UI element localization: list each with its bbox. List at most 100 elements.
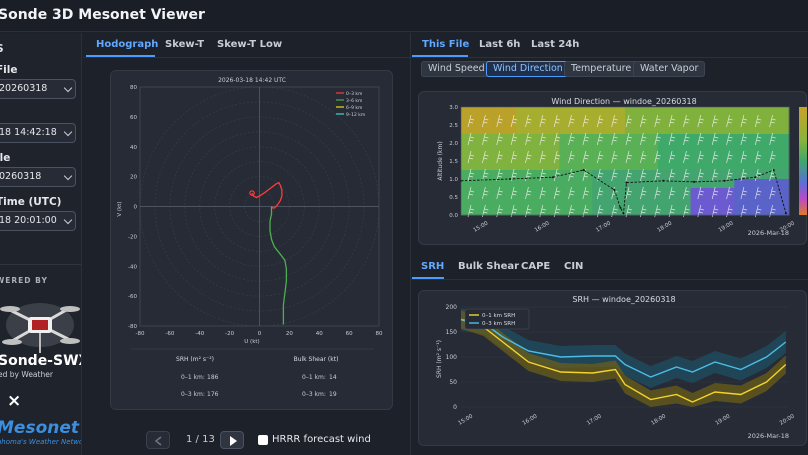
srh-03-value: 176 (207, 391, 219, 398)
wind-barb (525, 150, 532, 164)
heatmap-cell (526, 107, 539, 117)
heatmap-cell (537, 152, 549, 162)
tab-last-6h[interactable]: Last 6h (479, 39, 521, 50)
heatmap-cell (767, 197, 779, 207)
wind-barb (740, 150, 747, 164)
heatmap-cell (778, 143, 790, 153)
wind-barb (568, 132, 575, 146)
wind-barb (553, 186, 561, 200)
heatmap-cell (471, 134, 484, 144)
wind-barb (539, 168, 546, 182)
wind-barb (596, 150, 604, 164)
heatmap-cell (504, 170, 517, 180)
heatmap-cell (504, 125, 517, 135)
heatmap-cell (559, 206, 571, 216)
tab-bulk-shear[interactable]: Bulk Shear (458, 261, 520, 272)
legend-label: 0–3 km (346, 91, 362, 97)
wind-barb (726, 114, 733, 128)
x-tick-label: 16:00 (522, 413, 539, 426)
compare-file-label: ile (0, 152, 11, 164)
tab-skew-t[interactable]: Skew-T (165, 39, 205, 50)
heatmap-cell (646, 188, 659, 198)
heatmap-cell (526, 161, 539, 171)
wind-barb (754, 186, 762, 200)
x-tick-label: 40 (316, 331, 323, 337)
tab-srh-underline (412, 277, 444, 279)
prev-frame-button[interactable] (146, 431, 170, 449)
wind-barb (467, 150, 475, 164)
heatmap-cell (679, 116, 692, 126)
heatmap-cell (679, 179, 692, 189)
powered-by-label: WERED BY (0, 276, 48, 285)
heatmap-cell (767, 116, 779, 126)
srh-uncertainty-band (461, 308, 786, 388)
heatmap-cell (723, 179, 735, 189)
hodograph-line (269, 206, 288, 325)
wind-barb (625, 150, 633, 164)
sidebar: S File 20260318 ) 18 14:42:18 ile 026031… (0, 33, 82, 455)
heatmap-cell (515, 143, 528, 153)
tab-skew-t-low[interactable]: Skew-T Low (217, 39, 283, 50)
tab-last-24h[interactable]: Last 24h (531, 39, 580, 50)
compare-time-value: 18 20:01:00 (0, 215, 57, 226)
chip-temperature[interactable]: Temperature (564, 61, 639, 77)
tab-cape[interactable]: CAPE (521, 261, 551, 272)
heatmap-cell (493, 188, 506, 198)
heatmap-cell (625, 152, 637, 162)
compare-time-select[interactable]: 18 20:01:00 (0, 211, 76, 231)
wind-barb (568, 186, 575, 200)
time-select[interactable]: 18 14:42:18 (0, 123, 76, 143)
compare-file-select[interactable]: 0260318 (0, 167, 76, 187)
heatmap-cell (701, 143, 713, 153)
shear-03-label: 0–3 km: (302, 391, 326, 398)
hrrr-checkbox[interactable] (258, 435, 268, 445)
tab-srh[interactable]: SRH (421, 261, 445, 272)
heatmap-cell (690, 197, 703, 207)
wind-barb (510, 150, 518, 164)
y-tick-label: 0.5 (449, 195, 458, 201)
heatmap-cell (493, 125, 506, 135)
wind-barb (640, 114, 647, 128)
heatmap-cell (745, 152, 757, 162)
heatmap-cell (504, 188, 517, 198)
chip-wind-speed[interactable]: Wind Speed (421, 61, 492, 77)
file-select[interactable]: 20260318 (0, 79, 76, 99)
y-tick-label: -40 (128, 264, 137, 270)
wind-barb (640, 150, 647, 164)
y-tick-label: 3.0 (449, 105, 458, 111)
x-tick-label: 17:00 (586, 413, 603, 426)
heatmap-cell (570, 197, 582, 207)
heatmap-cell (690, 125, 703, 135)
heatmap-cell (723, 206, 735, 216)
heatmap-cell (712, 188, 724, 198)
heatmap-cell (537, 143, 549, 153)
heatmap-cell (734, 143, 746, 153)
heatmap-cell (614, 170, 626, 180)
tab-cin[interactable]: CIN (564, 261, 584, 272)
heatmap-cell (635, 125, 648, 135)
wind-barb (740, 114, 747, 128)
heatmap-cell (734, 134, 746, 144)
y-tick-label: 2.0 (449, 141, 458, 147)
heatmap-cell (515, 134, 528, 144)
heatmap-cell (581, 125, 593, 135)
tab-this-file[interactable]: This File (422, 39, 470, 50)
tab-hodograph[interactable]: Hodograph (96, 39, 159, 50)
wind-barb (711, 186, 719, 200)
chip-water-vapor[interactable]: Water Vapor (633, 61, 706, 77)
heatmap-cell (548, 152, 560, 162)
heatmap-cell (778, 188, 790, 198)
partner-x-icon: × (7, 391, 22, 411)
y-tick-label: 2.5 (449, 123, 458, 129)
heatmap-cell (734, 161, 746, 171)
next-frame-button[interactable] (220, 431, 244, 449)
sidebar-divider (0, 264, 81, 265)
mesonet-tagline: ahoma's Weather Network (0, 438, 81, 446)
srh-01-label: 0–1 km: (181, 374, 205, 381)
heatmap-cell (570, 116, 582, 126)
heatmap-cell (646, 152, 659, 162)
chip-wind-direction[interactable]: Wind Direction (486, 61, 570, 77)
wind-barb (568, 150, 575, 164)
heatmap-cell (482, 152, 495, 162)
wind-barb (668, 114, 676, 128)
